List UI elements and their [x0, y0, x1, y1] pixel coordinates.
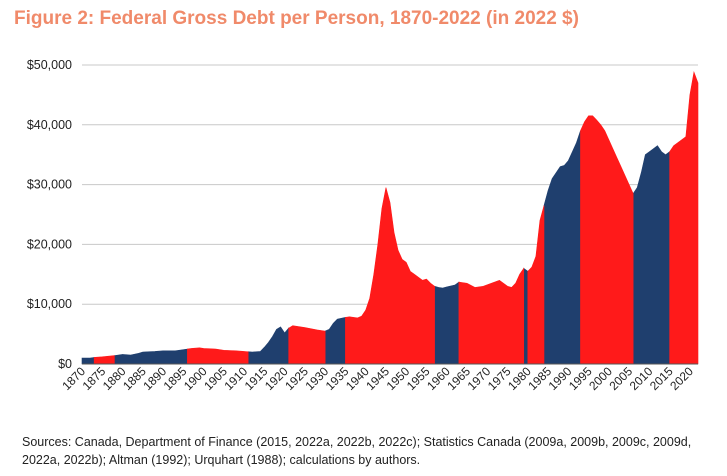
- area-segment-conservative: [543, 130, 581, 365]
- area-segment-liberal: [93, 355, 115, 365]
- y-tick-label: $50,000: [27, 58, 72, 72]
- figure-title: Figure 2: Federal Gross Debt per Person,…: [14, 8, 579, 29]
- area-segment-conservative: [324, 316, 346, 365]
- area-segment-conservative: [523, 267, 529, 365]
- area-segment-liberal: [580, 115, 634, 365]
- area-segment-conservative: [247, 326, 289, 365]
- y-tick-label: $20,000: [27, 237, 72, 251]
- area-segment-liberal: [458, 267, 525, 365]
- x-tick-label: 2020: [667, 364, 696, 393]
- area-segment-liberal: [669, 71, 699, 365]
- area-segment-liberal: [187, 347, 249, 365]
- area-segment-liberal: [527, 205, 545, 365]
- area-segment-liberal: [345, 187, 435, 365]
- area-layer: [81, 71, 699, 365]
- y-tick-label: $40,000: [27, 118, 72, 132]
- y-axis: $0 $10,000 $20,000 $30,000 $40,000 $50,000: [27, 58, 72, 371]
- area-segment-conservative: [632, 145, 670, 365]
- y-tick-label: $0: [58, 357, 72, 371]
- area-segment-conservative: [434, 281, 460, 365]
- y-tick-label: $10,000: [27, 297, 72, 311]
- area-segment-conservative: [81, 357, 95, 365]
- sources-note: Sources: Canada, Department of Finance (…: [22, 435, 692, 467]
- area-segment-conservative: [114, 348, 188, 365]
- debt-area-chart: $0 $10,000 $20,000 $30,000 $40,000 $50,000 18…: [27, 58, 699, 393]
- x-axis: 1870187518801885189018951900190519101915…: [59, 363, 698, 393]
- y-tick-label: $30,000: [27, 178, 72, 192]
- area-segment-liberal: [288, 325, 326, 365]
